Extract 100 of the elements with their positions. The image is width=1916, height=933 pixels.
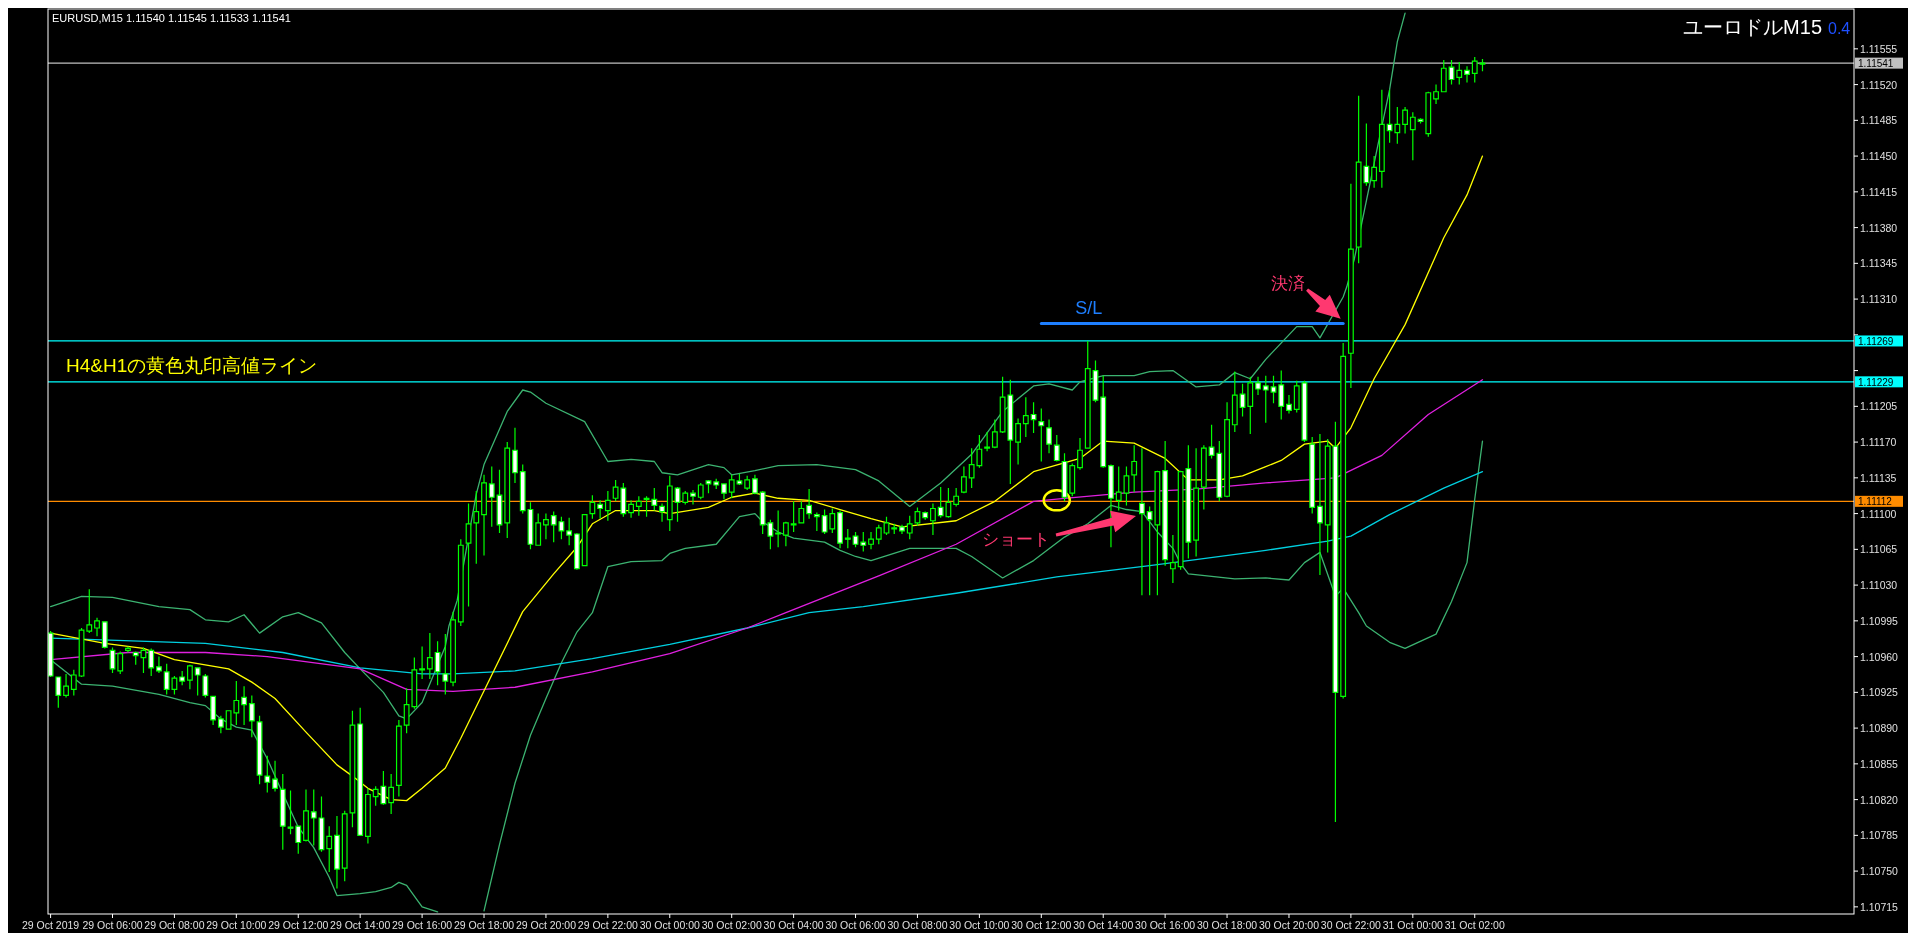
candlestick: [1131, 444, 1138, 493]
y-tick-label: 1.11520: [1860, 78, 1898, 91]
x-tick-label: 30 Oct 04:00: [763, 919, 824, 931]
y-tick-label: 1.11170: [1860, 436, 1897, 449]
candlestick: [1200, 444, 1207, 511]
ref-line-label: 1.11541: [1858, 58, 1894, 70]
y-tick-label: 1.11415: [1860, 185, 1898, 198]
candlestick: [318, 795, 325, 853]
candlestick: [357, 707, 364, 836]
candlestick: [1278, 369, 1285, 421]
candlestick: [496, 469, 503, 534]
candlestick: [775, 509, 782, 548]
ref-line-label: 1.11269: [1858, 335, 1894, 347]
candlestick: [1046, 419, 1052, 454]
candlestick: [442, 633, 449, 695]
candlestick: [1193, 447, 1200, 558]
candlestick: [589, 494, 596, 520]
candlestick: [388, 773, 395, 815]
candlestick: [782, 521, 789, 547]
x-tick-label: 30 Oct 00:00: [639, 919, 700, 931]
x-tick-label: 29 Oct 16:00: [392, 919, 453, 931]
y-tick-label: 1.11485: [1860, 114, 1898, 127]
candlestick: [984, 431, 991, 452]
candlestick: [310, 788, 317, 847]
candlestick: [883, 516, 890, 536]
candlestick: [179, 670, 186, 686]
candlestick: [790, 500, 797, 533]
candlestick: [922, 510, 929, 521]
candlestick: [365, 787, 371, 845]
candlestick: [303, 788, 309, 843]
chart-subtitle: EURUSD,M15 1.11540 1.11545 1.11533 1.11541: [52, 12, 291, 24]
y-tick-label: 1.10925: [1860, 686, 1899, 699]
y-tick-label: 1.11380: [1860, 221, 1898, 234]
candlestick: [287, 789, 294, 835]
candlestick: [666, 475, 673, 532]
candlestick: [1255, 376, 1261, 396]
x-tick-label: 30 Oct 16:00: [1135, 919, 1196, 931]
candlestick: [1456, 61, 1463, 86]
candlestick: [573, 532, 580, 571]
chart-title: ユーロドルM15: [1683, 16, 1822, 38]
candlestick: [1448, 59, 1455, 86]
candlestick: [1022, 396, 1029, 438]
candlestick: [875, 524, 882, 545]
candlestick: [1162, 440, 1169, 567]
candlestick: [450, 611, 456, 687]
x-tick-label: 29 Oct 18:00: [453, 919, 515, 931]
y-tick-label: 1.11555: [1860, 42, 1898, 55]
candlestick: [906, 515, 913, 540]
candlestick: [63, 673, 69, 699]
y-tick-label: 1.11135: [1860, 471, 1897, 484]
y-tick-label: 1.10820: [1860, 793, 1899, 806]
candlestick: [504, 441, 511, 539]
x-tick-label: 29 Oct 08:00: [144, 919, 205, 931]
ref-line-label: 1.11112: [1858, 496, 1893, 508]
x-tick-label: 30 Oct 02:00: [701, 919, 762, 931]
x-tick-label: 29 Oct 06:00: [82, 919, 143, 931]
candlestick: [1231, 371, 1238, 433]
candlestick: [1139, 447, 1145, 596]
candlestick: [566, 517, 573, 546]
y-tick-label: 1.10785: [1860, 829, 1899, 842]
candlestick: [798, 500, 805, 524]
candlestick: [217, 715, 224, 734]
candlestick: [465, 502, 472, 608]
candlestick: [1084, 340, 1091, 449]
candlestick: [543, 512, 549, 540]
y-tick-label: 1.10855: [1860, 757, 1899, 770]
candlestick: [813, 511, 820, 532]
annotation: ショート: [982, 530, 1050, 549]
candlestick: [1433, 83, 1439, 105]
candlestick: [481, 474, 487, 557]
x-tick-label: 30 Oct 10:00: [949, 919, 1010, 931]
candlestick: [1371, 155, 1378, 189]
candlestick: [721, 483, 727, 500]
candlestick: [899, 524, 905, 535]
candlestick: [690, 489, 696, 505]
candlestick: [1069, 462, 1076, 497]
y-tick-label: 1.11450: [1860, 150, 1898, 163]
candlestick: [473, 490, 480, 565]
candlestick: [1464, 65, 1470, 84]
candlestick: [581, 514, 588, 567]
candlestick: [94, 617, 100, 637]
candlestick: [457, 538, 464, 627]
candlestick: [535, 512, 542, 546]
candlestick: [868, 531, 874, 550]
annotation: 0.4: [1828, 20, 1851, 37]
y-tick-label: 1.11030: [1860, 579, 1898, 592]
candlestick: [891, 523, 898, 535]
candlestick: [837, 509, 843, 549]
candlestick: [1378, 89, 1385, 189]
candlestick: [1347, 183, 1354, 389]
x-tick-label: 30 Oct 12:00: [1011, 919, 1072, 931]
x-tick-label: 30 Oct 18:00: [1197, 919, 1258, 931]
candlestick: [334, 815, 340, 890]
candlestick: [697, 482, 704, 500]
x-tick-label: 30 Oct 20:00: [1258, 919, 1320, 931]
x-tick-label: 30 Oct 22:00: [1320, 919, 1382, 931]
series-label: S/L: [1075, 297, 1103, 318]
y-tick-label: 1.11100: [1860, 507, 1897, 520]
candlestick: [1409, 111, 1416, 161]
ref-line-label: 1.11229: [1858, 376, 1894, 388]
